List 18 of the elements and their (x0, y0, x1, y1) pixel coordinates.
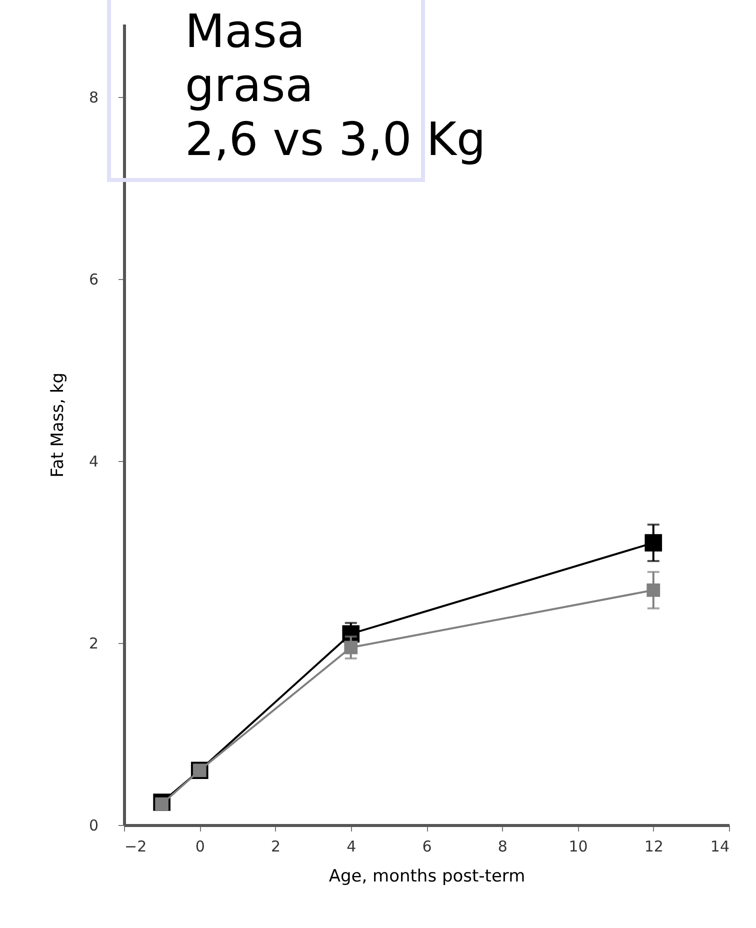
y-tick-label: 8 (88, 88, 98, 106)
annotation: Masa grasa (185, 4, 314, 112)
x-tick-label: 12 (644, 838, 664, 856)
y-tick-label: 6 (88, 270, 98, 288)
x-axis-title: Age, months post-term (328, 866, 526, 886)
x-tick-label: 0 (195, 838, 205, 856)
x-tick-label: −2 (124, 838, 147, 856)
y-tick-label: 0 (88, 816, 98, 834)
annotation: 2,6 vs 3,0 Kg (185, 112, 486, 166)
x-tick-label: 6 (422, 838, 432, 856)
x-tick-label: 14 (710, 838, 730, 856)
x-tick-label: 4 (346, 838, 356, 856)
x-tick-label: 2 (270, 838, 281, 856)
x-tick-label: 10 (568, 838, 588, 856)
y-axis-title: Fat Mass, kg (48, 372, 68, 478)
y-tick-label: 2 (88, 634, 98, 652)
y-tick-label: 4 (88, 452, 98, 470)
x-tick-label: 8 (498, 838, 508, 856)
